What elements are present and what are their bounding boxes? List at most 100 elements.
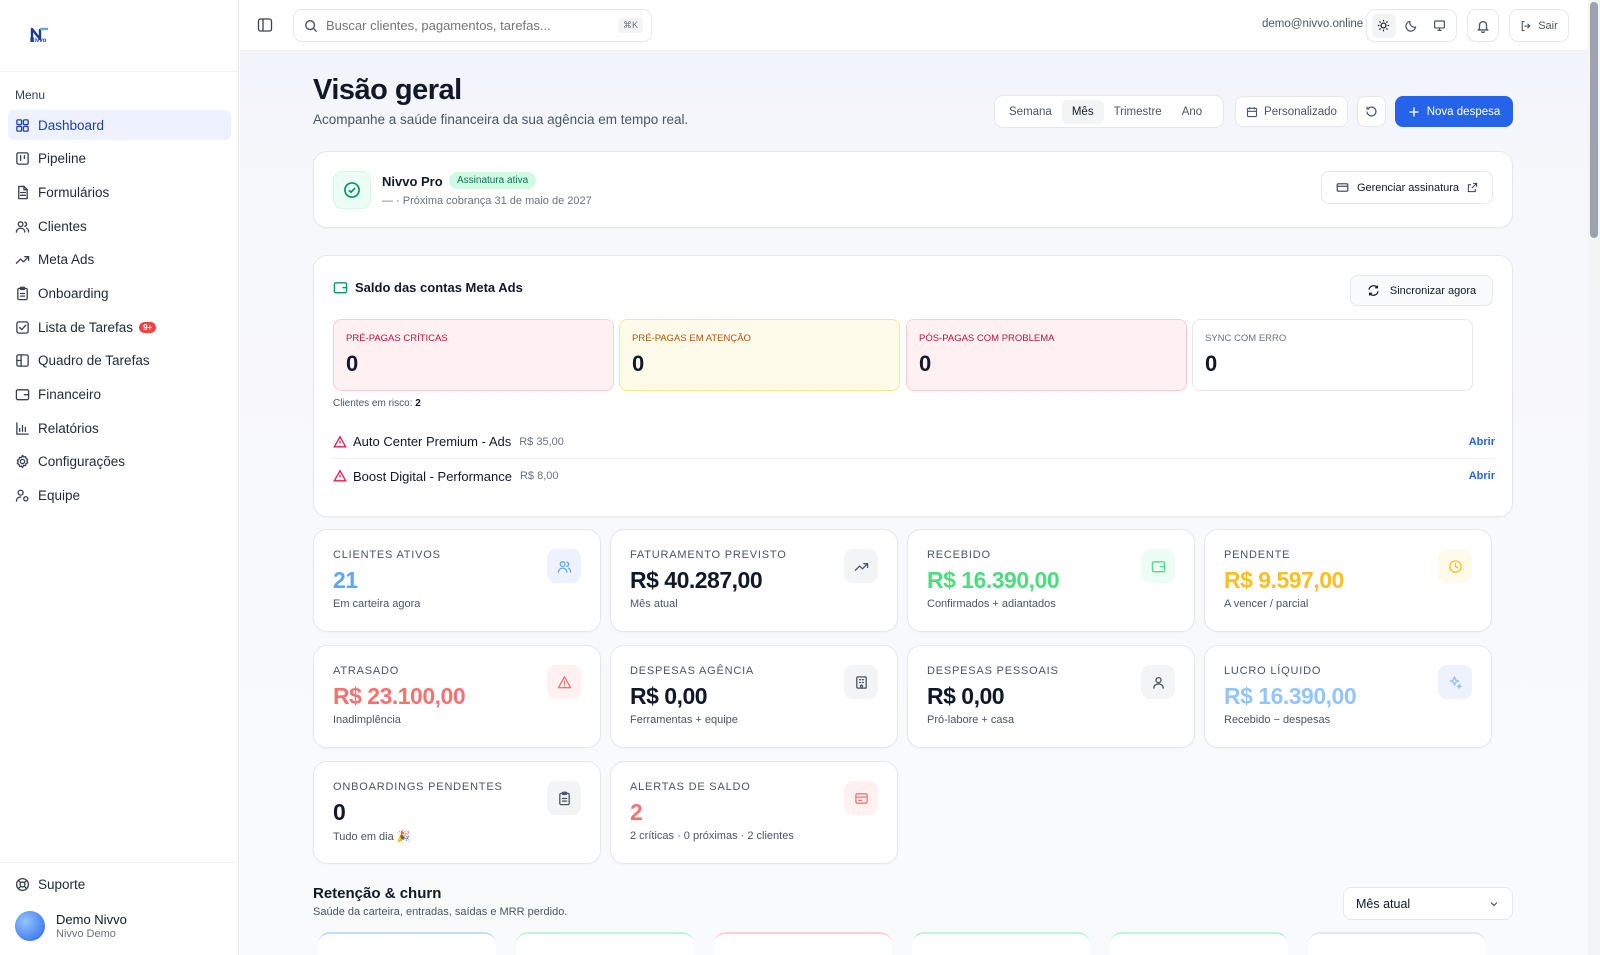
kpi-value: 21: [333, 567, 358, 593]
user-email: demo@nivvo.online: [1262, 18, 1364, 30]
sidebar-item-label: Relatórios: [38, 420, 99, 436]
refresh-button[interactable]: [1357, 96, 1386, 127]
sidebar-item-equipe[interactable]: Equipe: [8, 481, 231, 511]
search-input[interactable]: [326, 18, 606, 33]
notifications-button[interactable]: [1467, 9, 1499, 42]
search-box[interactable]: ⌘K: [293, 9, 652, 42]
page-subtitle: Acompanhe a saúde financeira da sua agên…: [313, 112, 689, 127]
meta-stat-label: PRÉ-PAGAS EM ATENÇÃO: [632, 333, 751, 344]
sidebar-toggle-icon[interactable]: [257, 17, 273, 33]
kpi-label: ALERTAS DE SALDO: [630, 781, 751, 793]
bar-chart-icon: [15, 421, 30, 436]
meta-stat-box: PÓS-PAGAS COM PROBLEMA 0: [906, 319, 1187, 391]
sidebar-item-label: Lista de Tarefas: [38, 319, 134, 335]
logout-button[interactable]: Sair: [1509, 9, 1569, 42]
clipboard-icon: [15, 286, 30, 301]
sidebar-item-label: Meta Ads: [38, 252, 95, 268]
scrollbar[interactable]: [1588, 0, 1600, 955]
sidebar-item-relatorios[interactable]: Relatórios: [8, 413, 231, 443]
open-client-link[interactable]: Abrir: [1468, 470, 1495, 482]
system-theme-button[interactable]: [1427, 14, 1451, 38]
risk-client-amount: R$ 35,00: [519, 435, 564, 448]
new-expense-button[interactable]: Nova despesa: [1395, 96, 1513, 127]
kpi-value: R$ 0,00: [630, 683, 708, 709]
meta-stat-box: PRÉ-PAGAS CRÍTICAS 0: [333, 319, 614, 391]
nivvo-logo[interactable]: [30, 26, 50, 44]
sidebar-item-pipeline[interactable]: Pipeline: [8, 144, 231, 174]
kpi-label: ONBOARDINGS PENDENTES: [333, 781, 503, 793]
kpi-subtext: Inadimplência: [333, 714, 401, 726]
sidebar-item-dashboard[interactable]: Dashboard: [8, 110, 231, 140]
custom-period-button[interactable]: Personalizado: [1235, 96, 1348, 127]
period-tab-ano[interactable]: Ano: [1181, 105, 1203, 118]
kpi-value: R$ 9.597,00: [1224, 567, 1344, 593]
sidebar-item-financeiro[interactable]: Financeiro: [8, 380, 231, 410]
support-link[interactable]: Suporte: [15, 877, 85, 892]
logo-area: Nivvo: [0, 0, 238, 72]
kpi-card: ONBOARDINGS PENDENTES 0 Tudo em dia 🎉: [313, 761, 601, 864]
sparkles-icon: [1438, 665, 1472, 699]
kpi-label: LUCRO LÍQUIDO: [1224, 665, 1322, 677]
bell-icon: [1477, 20, 1489, 33]
avatar: [15, 911, 45, 941]
subscription-card: Nivvo Pro Assinatura ativa — · Próxima c…: [313, 151, 1513, 228]
monitor-icon: [1433, 20, 1445, 31]
wallet-icon: [15, 387, 30, 402]
user-name: Demo Nivvo: [56, 912, 127, 927]
kpi-card: FATURAMENTO PREVISTO R$ 40.287,00 Mês atua…: [610, 529, 898, 632]
manage-subscription-button[interactable]: Gerenciar assinatura: [1321, 171, 1493, 204]
new-expense-label: Nova despesa: [1426, 105, 1501, 118]
period-tab-trimestre[interactable]: Trimestre: [1113, 105, 1162, 118]
open-client-link[interactable]: Abrir: [1468, 435, 1495, 448]
sidebar-item-label: Financeiro: [38, 387, 102, 402]
next-billing: — · Próxima cobrança 31 de maio de 2027: [382, 195, 592, 207]
alert-icon: [547, 665, 581, 699]
users-icon: [547, 549, 581, 583]
kpi-label: RECEBIDO: [927, 549, 991, 561]
period-tab-semana[interactable]: Semana: [1009, 105, 1052, 118]
meta-stat-value: 0: [632, 351, 645, 376]
task-count-badge: 9+: [139, 321, 157, 333]
sidebar-item-label: Dashboard: [38, 117, 105, 133]
sync-now-label: Sincronizar agora: [1389, 284, 1477, 297]
user-profile[interactable]: Demo Nivvo Nivvo Demo: [15, 911, 127, 941]
sidebar-item-quadro-de-tarefas[interactable]: Quadro de Tarefas: [8, 346, 231, 376]
support-label: Suporte: [38, 877, 86, 892]
sidebar: Nivvo Menu Dashboard Pipeline Formulários C…: [0, 0, 239, 955]
sidebar-item-configuracoes[interactable]: Configurações: [8, 447, 231, 477]
sidebar-item-formularios[interactable]: Formulários: [8, 177, 231, 207]
clipboard-icon: [547, 781, 581, 815]
kpi-card: CLIENTES ATIVOS 21 Em carteira agora: [313, 529, 601, 632]
logo-text: Nivvo: [30, 38, 47, 44]
kpi-card: ALERTAS DE SALDO 2 2 críticas · 0 próximas…: [610, 761, 898, 864]
clients-at-risk: Clientes em risco: 2: [333, 398, 421, 409]
retention-period-value: Mês atual: [1356, 896, 1411, 911]
sidebar-item-clientes[interactable]: Clientes: [8, 211, 231, 241]
board-icon: [15, 353, 30, 368]
sidebar-item-label: Clientes: [38, 218, 87, 234]
credit-card-icon: [1336, 183, 1349, 192]
plan-name: Nivvo Pro: [382, 174, 443, 189]
building-icon: [844, 665, 878, 699]
plus-icon: [1409, 107, 1419, 116]
dark-theme-button[interactable]: [1399, 14, 1423, 38]
sidebar-item-meta-ads[interactable]: Meta Ads: [8, 245, 231, 275]
subscription-status-badge: Assinatura ativa: [449, 172, 537, 189]
light-theme-button[interactable]: [1371, 13, 1396, 38]
logout-icon: [1521, 20, 1531, 31]
gear-icon: [15, 454, 30, 469]
trend-icon: [15, 252, 30, 267]
period-tab-mes[interactable]: Mês: [1061, 99, 1104, 124]
sidebar-item-onboarding[interactable]: Onboarding: [8, 278, 231, 308]
retention-card-peek: [1110, 932, 1288, 955]
user-icon: [1141, 665, 1175, 699]
sidebar-item-lista-de-tarefas[interactable]: Lista de Tarefas 9+: [8, 312, 231, 342]
kpi-label: FATURAMENTO PREVISTO: [630, 549, 787, 561]
sync-now-button[interactable]: Sincronizar agora: [1350, 275, 1493, 306]
wallet-icon: [1141, 549, 1175, 583]
retention-period-select[interactable]: Mês atual: [1343, 887, 1513, 920]
scrollbar-thumb[interactable]: [1590, 2, 1598, 238]
clock-icon: [1438, 549, 1472, 583]
topbar: ⌘K demo@nivvo.online Sair: [240, 0, 1588, 51]
sidebar-item-label: Formulários: [38, 184, 110, 200]
